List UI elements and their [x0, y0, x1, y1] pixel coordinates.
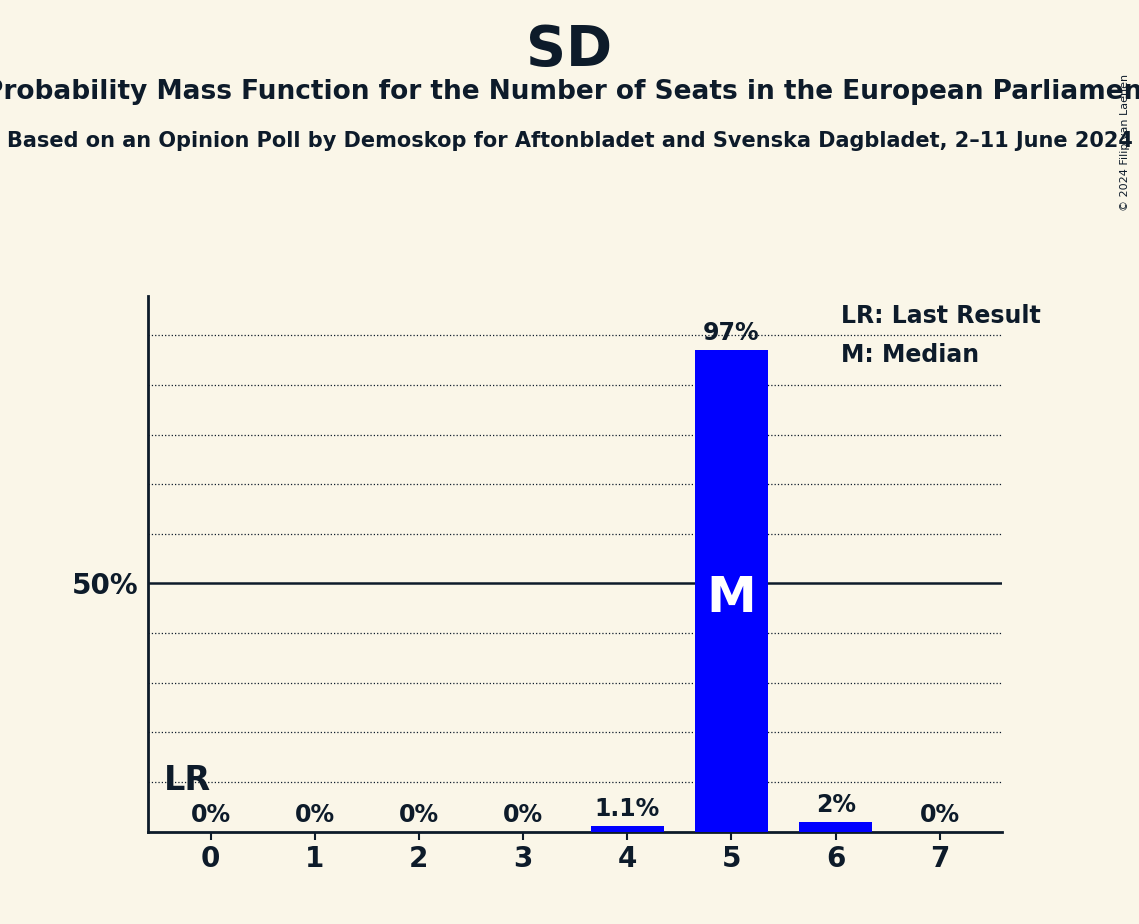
Text: 2%: 2% [816, 793, 855, 817]
Text: 0%: 0% [920, 803, 960, 827]
Text: M: M [706, 575, 756, 623]
Text: LR: LR [164, 764, 211, 796]
Bar [591, 826, 664, 832]
Text: SD: SD [526, 23, 613, 77]
Text: 0%: 0% [190, 803, 230, 827]
Bar [695, 350, 768, 832]
Text: © 2024 Filip van Laenen: © 2024 Filip van Laenen [1121, 74, 1130, 211]
Bar [800, 821, 872, 832]
Text: Probability Mass Function for the Number of Seats in the European Parliament: Probability Mass Function for the Number… [0, 79, 1139, 104]
Text: 0%: 0% [399, 803, 439, 827]
Text: 0%: 0% [503, 803, 543, 827]
Text: Based on an Opinion Poll by Demoskop for Aftonbladet and Svenska Dagbladet, 2–11: Based on an Opinion Poll by Demoskop for… [7, 131, 1132, 152]
Text: LR: Last Result: LR: Last Result [841, 303, 1041, 327]
Text: 97%: 97% [703, 322, 760, 346]
Text: M: Median: M: Median [841, 343, 980, 367]
Text: 1.1%: 1.1% [595, 797, 659, 821]
Text: 0%: 0% [295, 803, 335, 827]
